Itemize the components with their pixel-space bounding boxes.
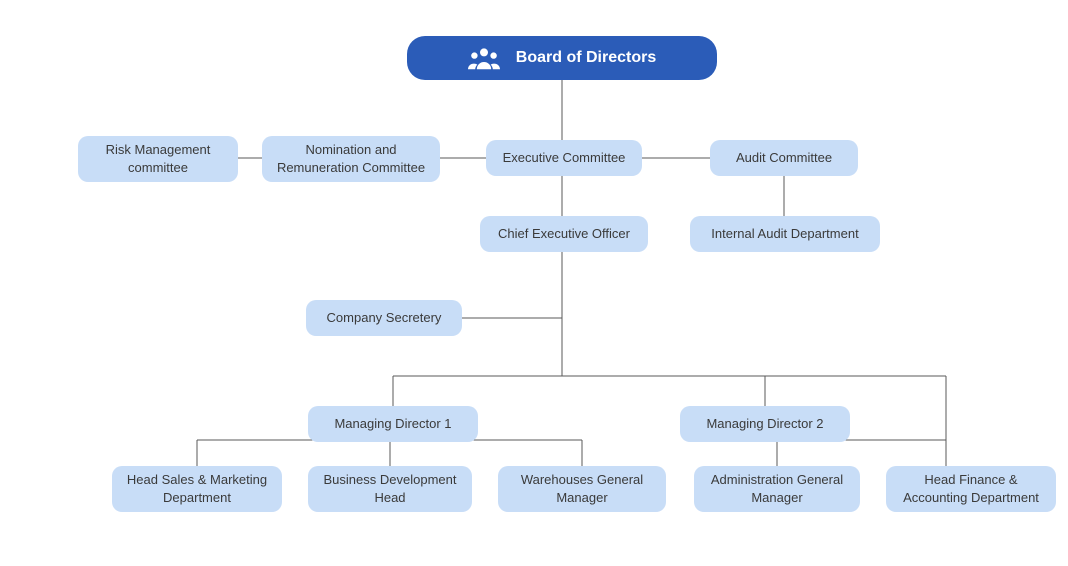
node-nomination-remuneration: Nomination and Remuneration Committee [262,136,440,182]
node-managing-director-2: Managing Director 2 [680,406,850,442]
node-label: Audit Committee [736,149,832,167]
node-label: Managing Director 1 [334,415,451,433]
node-internal-audit: Internal Audit Department [690,216,880,252]
node-audit-committee: Audit Committee [710,140,858,176]
node-label: Head Finance & Accounting Department [896,471,1046,506]
node-warehouses-gm: Warehouses General Manager [498,466,666,512]
node-executive-committee: Executive Committee [486,140,642,176]
node-label: Nomination and Remuneration Committee [272,141,430,176]
node-label: Managing Director 2 [706,415,823,433]
node-administration-gm: Administration General Manager [694,466,860,512]
node-label: Chief Executive Officer [498,225,630,243]
node-label: Risk Management committee [88,141,228,176]
node-label: Business Development Head [318,471,462,506]
node-label: Head Sales & Marketing Department [122,471,272,506]
node-label: Administration General Manager [704,471,850,506]
node-label: Executive Committee [503,149,626,167]
node-label: Warehouses General Manager [508,471,656,506]
node-risk-management: Risk Management committee [78,136,238,182]
node-board-of-directors: Board of Directors [407,36,717,80]
node-head-finance-accounting: Head Finance & Accounting Department [886,466,1056,512]
people-group-icon [468,46,500,70]
node-label: Company Secretery [327,309,442,327]
node-company-secretary: Company Secretery [306,300,462,336]
node-ceo: Chief Executive Officer [480,216,648,252]
node-label: Board of Directors [516,47,656,69]
node-head-sales-marketing: Head Sales & Marketing Department [112,466,282,512]
node-managing-director-1: Managing Director 1 [308,406,478,442]
node-label: Internal Audit Department [711,225,858,243]
node-business-development: Business Development Head [308,466,472,512]
